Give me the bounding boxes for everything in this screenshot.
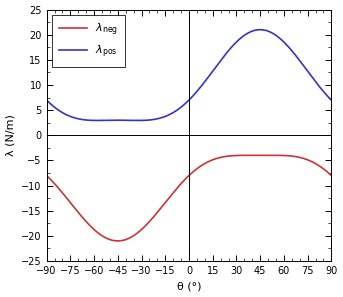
X-axis label: θ (°): θ (°) — [177, 282, 201, 291]
Legend: $\lambda_{\rm neg}$, $\lambda_{\rm pos}$: $\lambda_{\rm neg}$, $\lambda_{\rm pos}$ — [52, 15, 125, 67]
Y-axis label: λ (N/m): λ (N/m) — [5, 114, 15, 156]
